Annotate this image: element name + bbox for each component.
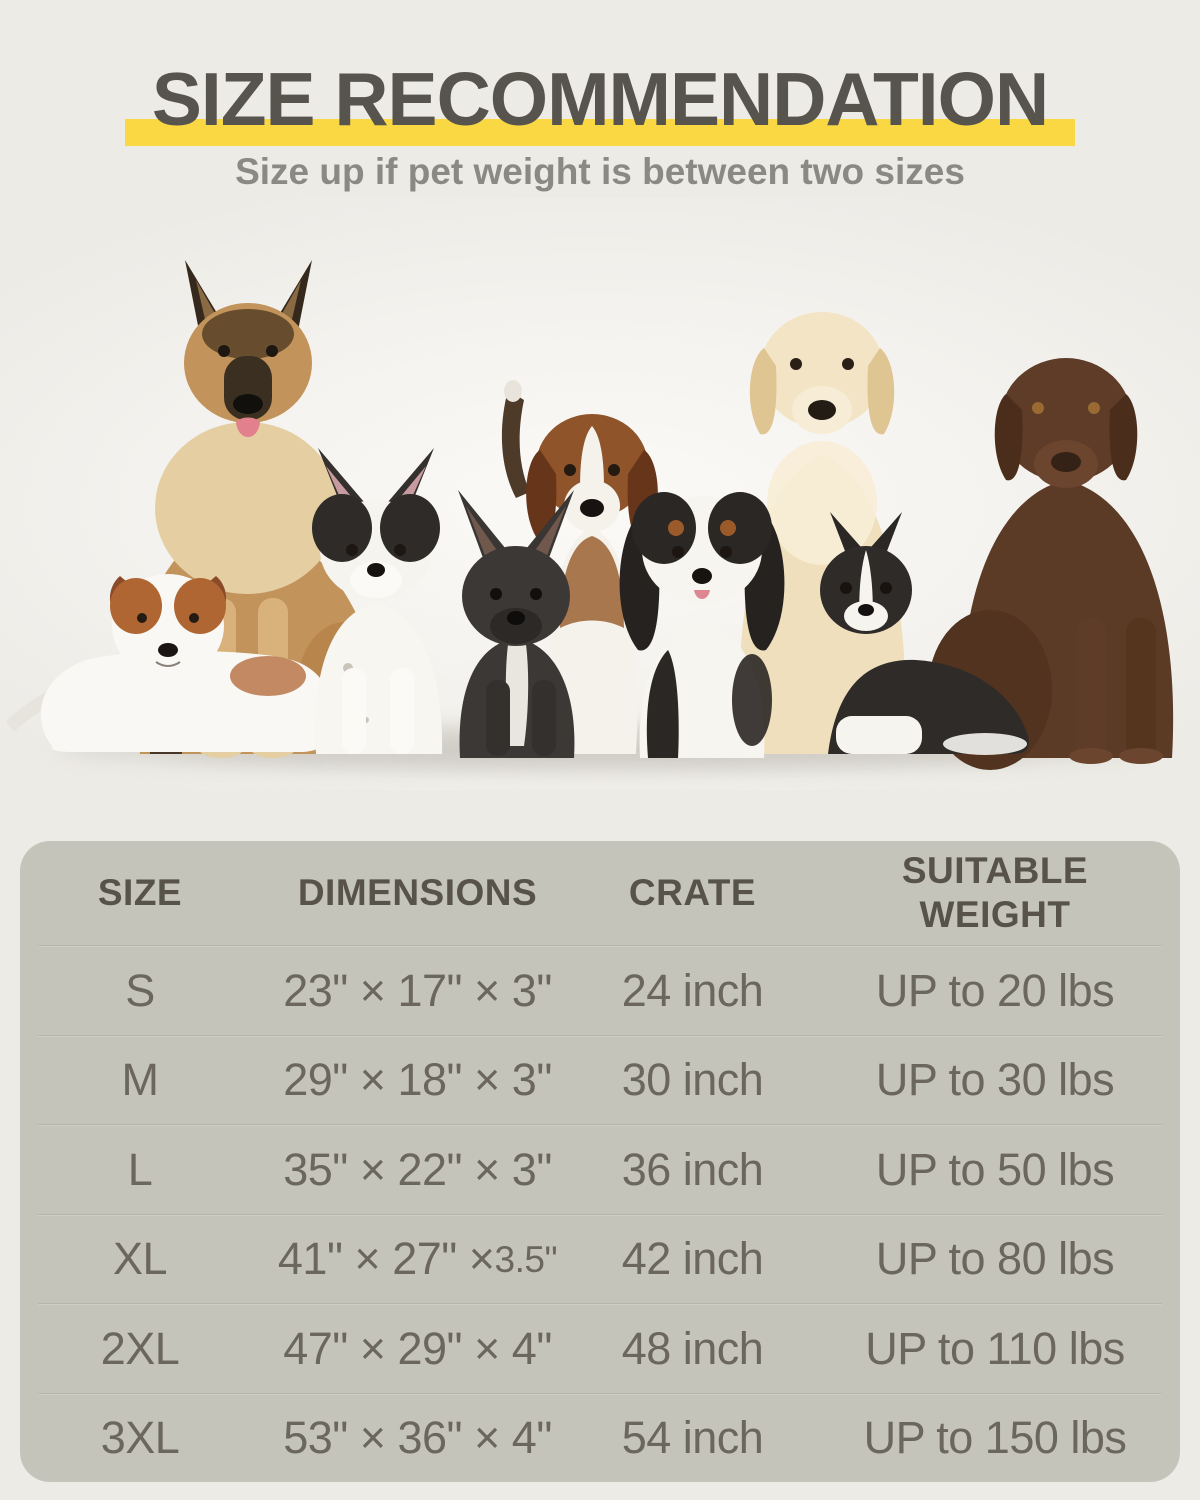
cell-crate: 48 inch: [621, 1322, 764, 1374]
cell-weight: UP to 50 lbs: [875, 1143, 1115, 1195]
page-title: SIZE RECOMMENDATION: [151, 57, 1049, 141]
cell-crate: 42 inch: [621, 1233, 764, 1285]
cell-dimensions: 29" × 18" × 3": [260, 1054, 575, 1106]
table-row-s: S 23" × 17" × 3" 24 inch UP to 20 lbs: [20, 947, 1180, 1035]
table-row-l: L 35" × 22" × 3" 36 inch UP to 50 lbs: [20, 1126, 1180, 1214]
cell-size: L: [127, 1143, 153, 1195]
table-row-xl: XL 41" × 27" ×3.5" 42 inch UP to 80 lbs: [20, 1216, 1180, 1304]
cell-weight: UP to 150 lbs: [863, 1412, 1127, 1464]
cell-size: 2XL: [100, 1322, 180, 1374]
dimensions-text: 53" × 36" × 4": [283, 1412, 552, 1464]
cell-size: M: [121, 1054, 160, 1106]
cell-size: 3XL: [100, 1412, 180, 1464]
french-bulldog-dark-illustration: [458, 490, 575, 758]
boston-terrier-illustration: [820, 512, 1030, 755]
column-header-suitable-weight: SUITABLE WEIGHT: [901, 850, 1089, 935]
cell-dimensions: 23" × 17" × 3": [260, 965, 575, 1017]
cell-dimensions: 53" × 36" × 4": [260, 1412, 575, 1464]
column-header-size: SIZE: [97, 872, 183, 914]
cell-crate: 30 inch: [621, 1054, 764, 1106]
dogs-photo: [0, 198, 1200, 790]
cell-weight: UP to 20 lbs: [875, 964, 1115, 1016]
dimensions-small-text: 3.5": [494, 1239, 558, 1281]
column-header-dimensions: DIMENSIONS: [297, 872, 538, 914]
table-header-row: SIZE DIMENSIONS CRATE SUITABLE WEIGHT: [20, 841, 1180, 945]
row-divider: [38, 1124, 1162, 1126]
table-row-2xl: 2XL 47" × 29" × 4" 48 inch UP to 110 lbs: [20, 1305, 1180, 1393]
row-divider: [38, 1213, 1162, 1216]
dimensions-text: 29" × 18" × 3": [283, 1054, 552, 1106]
cell-crate: 54 inch: [621, 1412, 764, 1464]
cell-weight: UP to 30 lbs: [875, 1054, 1115, 1106]
cell-dimensions: 35" × 22" × 3": [260, 1144, 575, 1196]
page-subtitle: Size up if pet weight is between two siz…: [235, 151, 965, 192]
cavalier-king-charles-illustration: [619, 492, 785, 758]
table-row-m: M 29" × 18" × 3" 30 inch UP to 30 lbs: [20, 1037, 1180, 1125]
golden-retriever-illustration: [739, 312, 906, 754]
dimensions-text: 35" × 22" × 3": [283, 1143, 552, 1195]
row-divider: [38, 1392, 1162, 1395]
dimensions-text: 41" × 27" ×: [277, 1233, 495, 1285]
row-divider: [38, 945, 1162, 947]
cell-size: S: [125, 964, 155, 1016]
dimensions-text: 47" × 29" × 4": [283, 1322, 552, 1374]
cell-weight: UP to 80 lbs: [875, 1233, 1115, 1285]
title-highlight-bar: [125, 119, 1075, 146]
column-header-crate: CRATE: [628, 872, 757, 914]
dimensions-text: 23" × 17" × 3": [283, 964, 552, 1016]
header: SIZE RECOMMENDATION Size up if pet weigh…: [0, 0, 1200, 200]
row-divider: [38, 1303, 1162, 1305]
french-bulldog-pied-illustration: [312, 448, 443, 754]
row-divider: [38, 1034, 1162, 1037]
cell-crate: 24 inch: [621, 964, 764, 1016]
cell-weight: UP to 110 lbs: [865, 1322, 1125, 1374]
cell-dimensions: 41" × 27" ×3.5": [260, 1233, 575, 1285]
table-row-3xl: 3XL 53" × 36" × 4" 54 inch UP to 150 lbs: [20, 1395, 1180, 1483]
jack-russell-terrier-illustration: [6, 574, 331, 752]
cell-dimensions: 47" × 29" × 4": [260, 1323, 575, 1375]
cell-size: XL: [112, 1233, 168, 1285]
dogs-illustration: [6, 260, 1174, 772]
cell-crate: 36 inch: [621, 1143, 764, 1195]
chocolate-labrador-illustration: [928, 358, 1174, 770]
size-table: SIZE DIMENSIONS CRATE SUITABLE WEIGHT S …: [20, 841, 1180, 1482]
